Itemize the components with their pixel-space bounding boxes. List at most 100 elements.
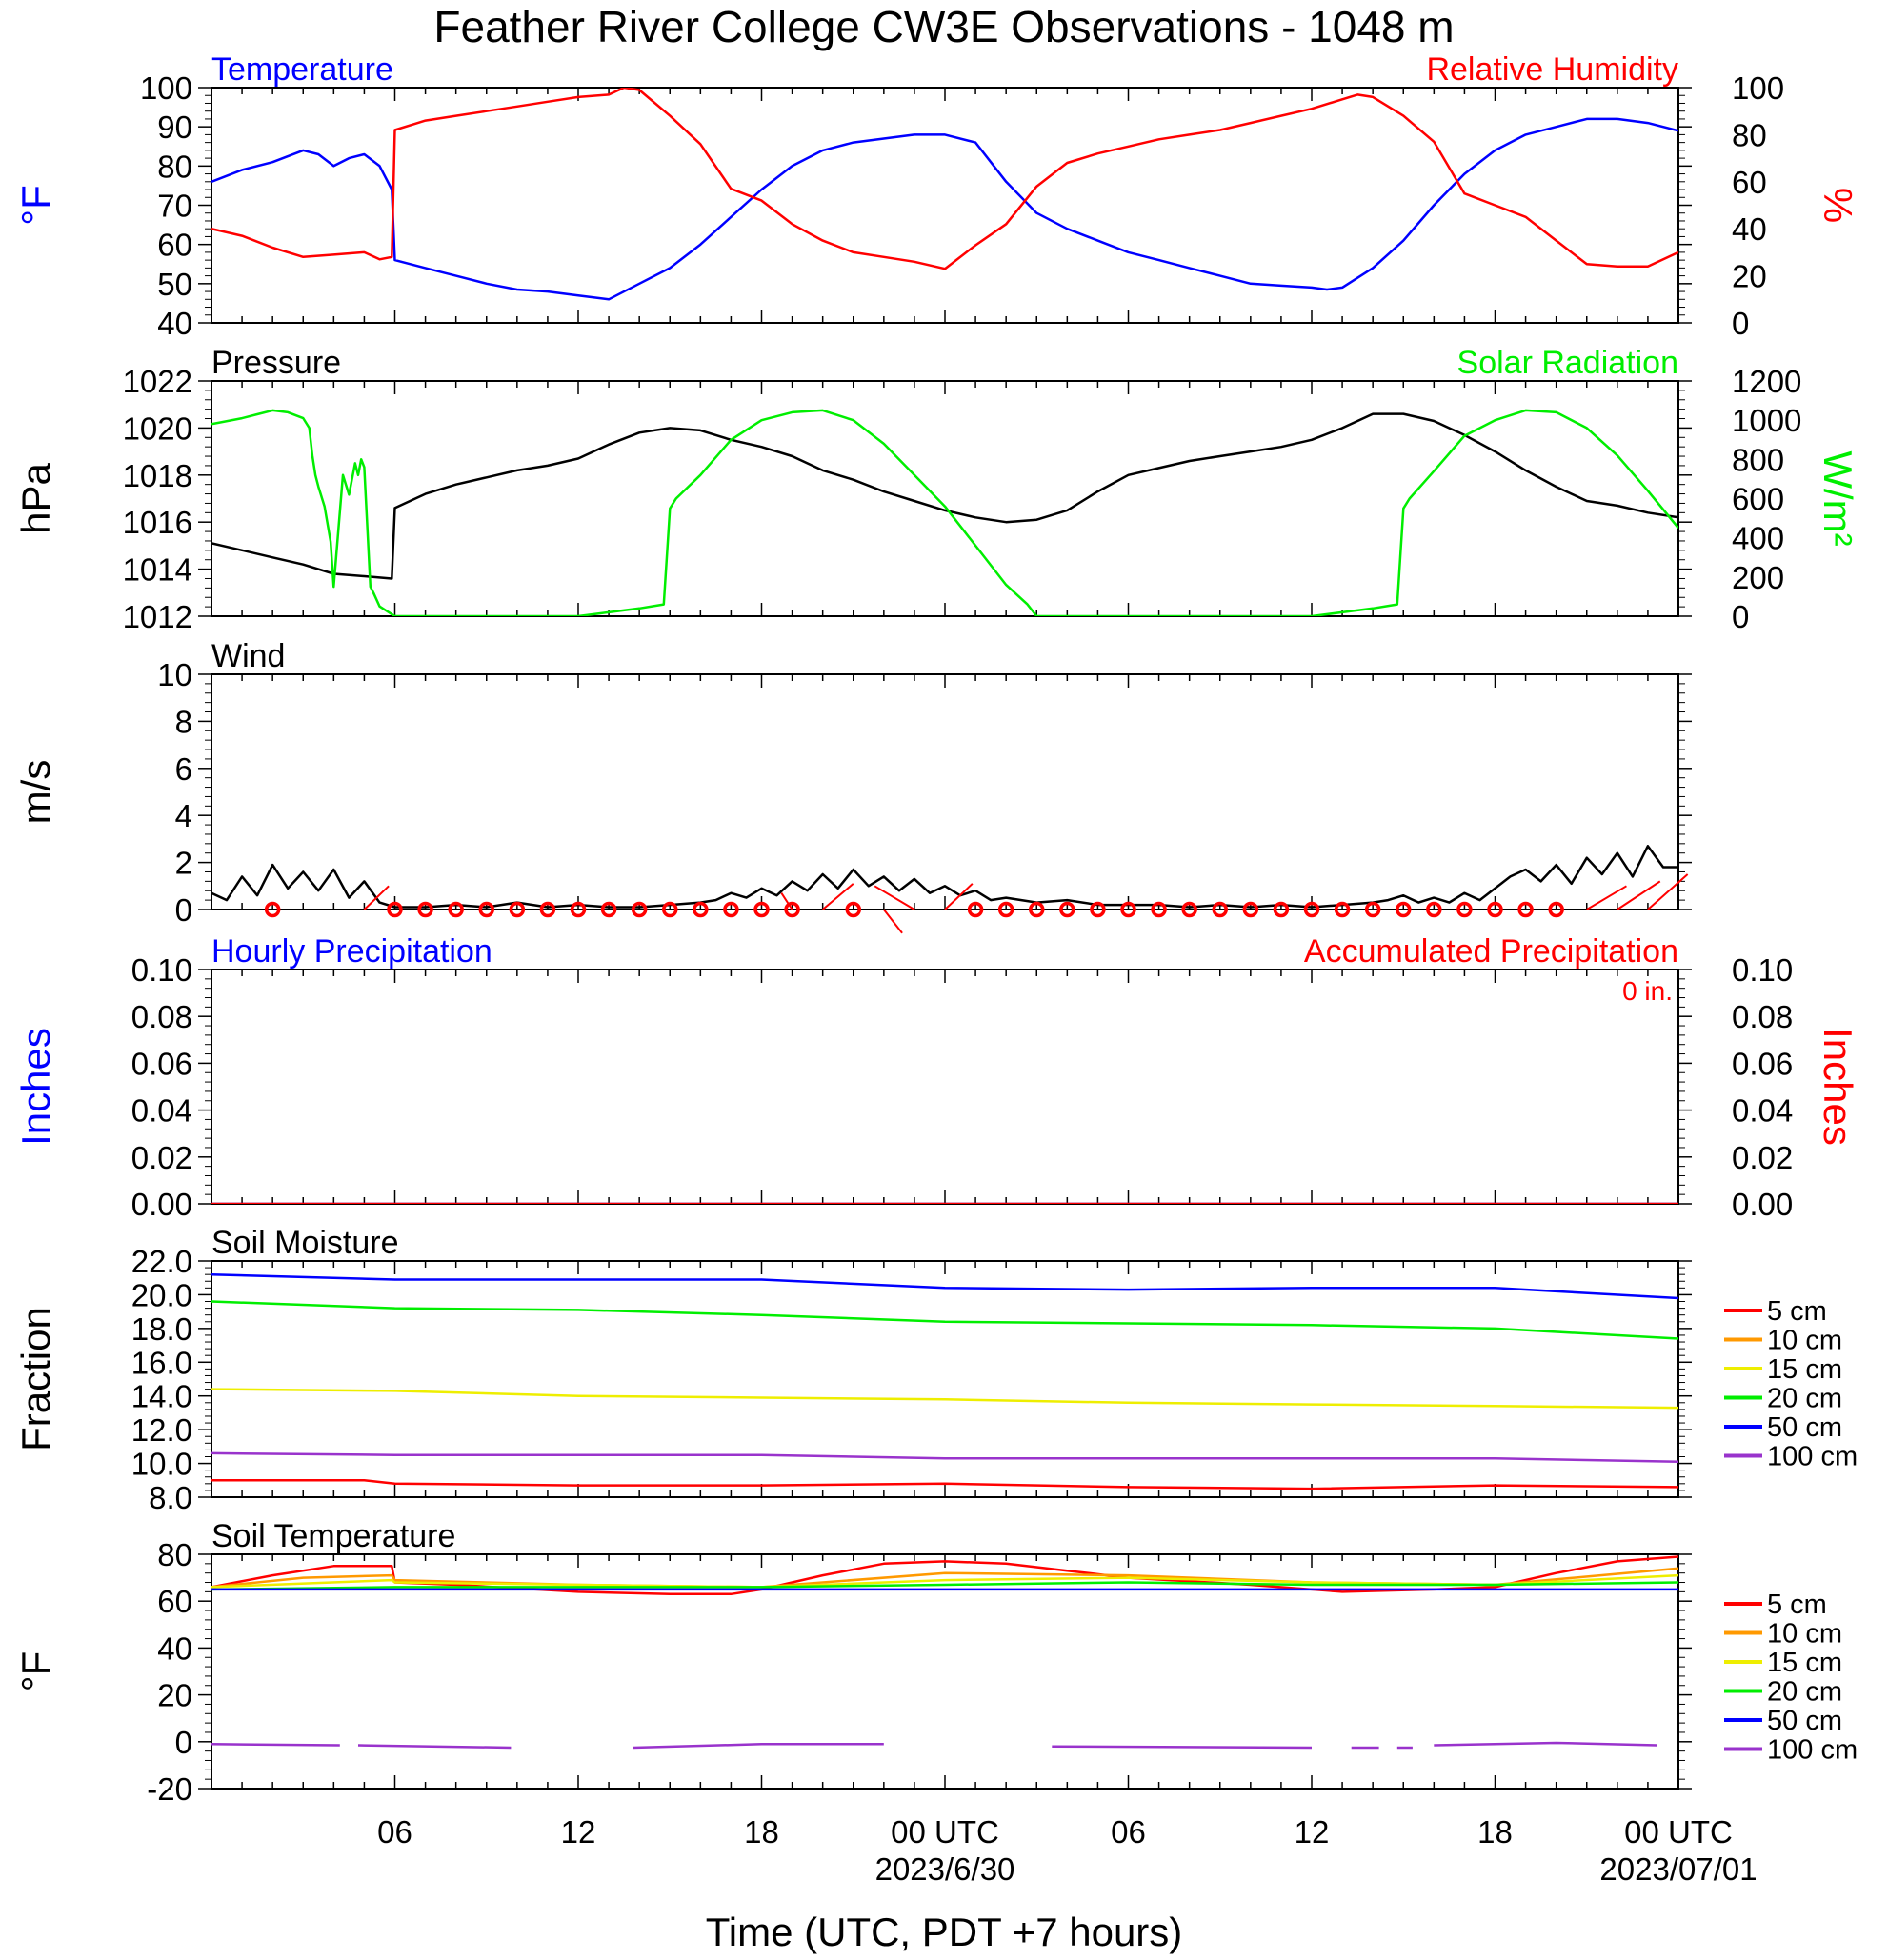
legend-label: 10 cm <box>1767 1619 1842 1650</box>
wind-barb <box>780 892 793 910</box>
x-tick-label: 00 UTC <box>1624 1814 1733 1850</box>
calm-wind-marker <box>967 901 984 918</box>
x-tick-label: 12 <box>1295 1814 1330 1850</box>
y-tick-label-left: 2 <box>175 846 192 881</box>
calm-wind-marker <box>1151 901 1167 918</box>
y-tick-label-right: 400 <box>1732 521 1784 556</box>
panel-title-right: Relative Humidity <box>1426 51 1678 88</box>
calm-wind-marker <box>448 901 464 918</box>
wind-barb <box>822 883 854 910</box>
panel-title-left: Wind <box>211 638 285 674</box>
calm-wind-marker <box>1029 901 1045 918</box>
legend-label: 50 cm <box>1767 1412 1842 1443</box>
y-axis-title-left: Inches <box>13 1028 58 1146</box>
y-tick-label-right: 0.06 <box>1732 1046 1793 1081</box>
y-tick-label-left: 50 <box>157 267 192 302</box>
series-line-15-cm <box>211 1388 1678 1410</box>
series-line-5-cm <box>211 1479 1678 1490</box>
calm-wind-marker <box>1396 901 1412 918</box>
wind-barb <box>874 885 915 910</box>
series-line-100-cm <box>1434 1741 1657 1747</box>
y-tick-label-right: 200 <box>1732 560 1784 595</box>
calm-wind-marker <box>417 901 433 918</box>
calm-wind-marker <box>723 901 739 918</box>
calm-wind-marker <box>784 901 800 918</box>
panel-title-left: Soil Moisture <box>211 1225 399 1261</box>
y-tick-label-left: 0.04 <box>131 1093 192 1129</box>
y-tick-label-left: 20 <box>157 1678 192 1713</box>
series-line-temperature <box>211 117 1678 301</box>
panel-wind: 0 2 4 6 8 10 Wind m/s <box>13 638 1692 934</box>
calm-wind-marker <box>600 901 617 918</box>
y-tick-label-right: 0.10 <box>1732 952 1793 988</box>
y-tick-label-right: 0 <box>1732 599 1749 634</box>
calm-wind-marker <box>997 901 1014 918</box>
y-tick-label-right: 20 <box>1732 259 1767 294</box>
y-axis-title-right: Inches <box>1816 1028 1860 1146</box>
y-tick-label-left: 80 <box>157 149 192 184</box>
y-tick-label-right: 1000 <box>1732 403 1801 438</box>
x-date-label: 2023/6/30 <box>875 1851 1015 1887</box>
y-tick-label-left: 1018 <box>123 458 192 493</box>
series-line-20-cm <box>211 1300 1678 1340</box>
y-tick-label-left: 10.0 <box>131 1447 192 1482</box>
legend-label: 10 cm <box>1767 1326 1842 1356</box>
x-tick-label: 12 <box>561 1814 596 1850</box>
panel-title-left: Hourly Precipitation <box>211 933 492 970</box>
series-line-relative-humidity <box>211 88 1678 270</box>
y-tick-label-left: 0.02 <box>131 1140 192 1175</box>
y-tick-label-right: 1200 <box>1732 364 1801 399</box>
y-tick-label-left: 1012 <box>123 599 192 634</box>
y-tick-label-left: 1016 <box>123 505 192 540</box>
series-line-100-cm <box>633 1743 884 1750</box>
y-tick-label-left: 0.06 <box>131 1046 192 1081</box>
calm-wind-marker <box>1334 901 1351 918</box>
y-tick-label-left: 60 <box>157 1584 192 1619</box>
y-tick-label-left: 4 <box>175 798 192 833</box>
legend-label: 20 cm <box>1767 1677 1842 1708</box>
y-tick-label-left: 100 <box>140 70 192 106</box>
plot-frame <box>211 380 1679 617</box>
y-tick-label-left: 0.10 <box>131 952 192 988</box>
series-line-100-cm <box>357 1744 512 1750</box>
panel-title-left: Soil Temperature <box>211 1518 455 1554</box>
calm-wind-marker <box>570 901 587 918</box>
legend-label: 15 cm <box>1767 1648 1842 1678</box>
calm-wind-marker <box>1487 901 1503 918</box>
y-tick-label-right: 600 <box>1732 482 1784 517</box>
y-axis-title-right: W/m² <box>1816 450 1860 546</box>
series-group <box>211 88 1678 301</box>
legend-label: 100 cm <box>1767 1442 1858 1472</box>
y-tick-label-left: 20.0 <box>131 1277 192 1312</box>
calm-wind-marker <box>1548 901 1564 918</box>
y-tick-label-left: 18.0 <box>131 1311 192 1347</box>
y-tick-label-left: 0 <box>175 892 192 928</box>
calm-wind-marker <box>1303 901 1320 918</box>
series-group <box>211 409 1678 616</box>
calm-wind-marker <box>662 901 678 918</box>
y-tick-label-left: 0.08 <box>131 999 192 1034</box>
y-tick-label-left: 10 <box>157 657 192 692</box>
series-group <box>211 1555 1678 1750</box>
x-tick-label: 06 <box>377 1814 412 1850</box>
y-tick-label-right: 100 <box>1732 70 1784 106</box>
calm-wind-marker <box>1059 901 1075 918</box>
calm-wind-marker <box>1364 901 1381 918</box>
accumulated-total-label: 0 in. <box>1622 976 1673 1006</box>
y-tick-label-left: 40 <box>157 1630 192 1666</box>
calm-wind-marker <box>693 901 709 918</box>
y-axis-title-left: °F <box>13 1651 58 1691</box>
calm-wind-marker <box>509 901 526 918</box>
y-tick-label-right: 80 <box>1732 117 1767 152</box>
series-line-100-cm <box>211 1451 1678 1464</box>
series-line-100-cm <box>1052 1745 1313 1750</box>
y-tick-label-right: 800 <box>1732 442 1784 477</box>
y-tick-label-right: 0.02 <box>1732 1140 1793 1175</box>
legend-label: 5 cm <box>1767 1296 1827 1327</box>
calm-wind-marker <box>387 901 403 918</box>
y-axis-title-left: m/s <box>13 760 58 825</box>
